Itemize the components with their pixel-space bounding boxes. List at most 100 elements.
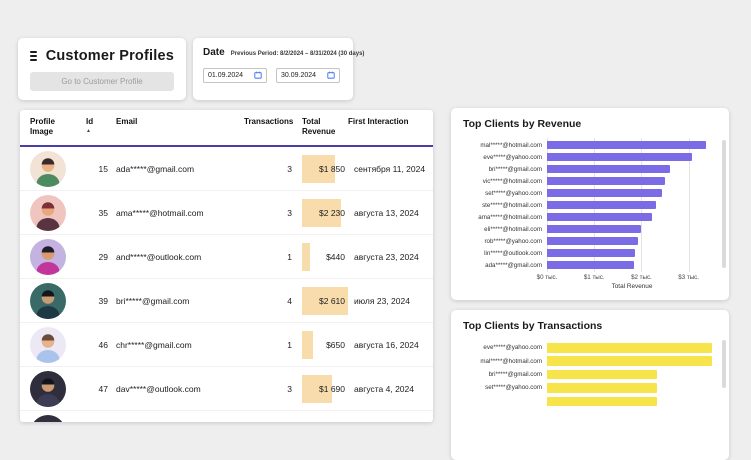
chart-bar[interactable]: [547, 189, 663, 197]
start-date-input[interactable]: 01.09.2024: [203, 68, 267, 83]
date-filter-card: Date Previous Period: 8/2/2024 – 8/31/20…: [193, 38, 364, 100]
chart-plot-area: [547, 341, 717, 354]
column-header[interactable]: Total Revenue: [302, 117, 348, 136]
chart-bar[interactable]: [547, 261, 635, 269]
avatar: [30, 414, 66, 422]
revenue-cell: $1 850: [302, 154, 348, 183]
revenue-value: $1 690: [319, 383, 345, 394]
end-date-input[interactable]: 30.09.2024: [276, 68, 340, 83]
menu-icon[interactable]: [30, 49, 37, 63]
top-clients-by-transactions-card: Top Clients by Transactions eve*****@yah…: [451, 310, 729, 460]
x-axis-tick-label: $2 тыс.: [631, 274, 652, 281]
chart-category-label: ste*****@hotmail.com: [482, 201, 542, 209]
id-cell: 47: [98, 383, 108, 394]
profile-image-cell: [30, 414, 86, 422]
email-cell: chr*****@gmail.com: [116, 339, 192, 350]
gridline: [688, 186, 690, 200]
x-axis: $0 тыс. $1 тыс. $2 тыс. $3 тыс.: [463, 271, 717, 282]
page-title: Customer Profiles: [45, 48, 174, 64]
table-row[interactable]: 46 chr*****@gmail.com 1 $650 августа 16, 202…: [20, 323, 433, 367]
chart-category-label: eli*****@hotmail.com: [484, 225, 542, 233]
avatar: [30, 282, 66, 319]
chart-bar[interactable]: [547, 225, 641, 233]
chart-bar[interactable]: [547, 177, 666, 185]
table-row[interactable]: [20, 411, 433, 422]
chart-plot-area: [547, 222, 717, 236]
title-row: Customer Profiles: [30, 48, 174, 64]
revenue-cell: [302, 419, 348, 423]
axis-spacer: [463, 271, 547, 282]
chart-title: Top Clients by Transactions: [463, 320, 603, 332]
chart-plot-area: [547, 234, 717, 248]
email-cell: dav*****@outlook.com: [116, 383, 201, 394]
revenue-highlight-bar: [302, 154, 335, 183]
column-header[interactable]: Transactions: [244, 117, 302, 127]
table-row[interactable]: 29 and*****@outlook.com 1 $440 августа 23, 2…: [20, 235, 433, 279]
chart-plot-area: [547, 162, 717, 176]
gridline: [641, 258, 643, 272]
column-header[interactable]: First Interaction: [348, 117, 425, 127]
avatar: [30, 194, 66, 231]
date-label: Date: [203, 47, 225, 58]
id-cell: 35: [98, 207, 108, 218]
chart-bar[interactable]: [547, 201, 656, 209]
calendar-icon: [254, 71, 262, 81]
chart-row: eli*****@hotmail.com: [463, 222, 717, 236]
chart-bar[interactable]: [547, 396, 657, 407]
chart-bar[interactable]: [547, 165, 671, 173]
column-header[interactable]: Id ▲: [86, 117, 116, 134]
chart-row: rob*****@yahoo.com: [463, 234, 717, 248]
gridline: [641, 246, 643, 260]
revenue-highlight-bar: [302, 198, 342, 227]
chart-category-label: lin*****@outlook.com: [484, 249, 542, 257]
gridline: [688, 258, 690, 272]
chart-plot-area: [547, 138, 717, 152]
go-to-customer-profile-button[interactable]: Go to Customer Profile: [30, 72, 174, 91]
avatar-illustration: [30, 238, 66, 275]
revenue-value: $2 610: [319, 295, 345, 306]
first-interaction-cell: сентября 11, 2024: [354, 163, 426, 174]
chart-plot-area: [547, 246, 717, 260]
table-row[interactable]: 47 dav*****@outlook.com 3 $1 690 августа 4, …: [20, 367, 433, 411]
chart-title: Top Clients by Revenue: [463, 118, 582, 130]
email-cell: and*****@outlook.com: [116, 251, 202, 262]
revenue-value: $1 850: [319, 163, 345, 174]
chart-bar[interactable]: [547, 213, 653, 221]
avatar: [30, 370, 66, 407]
chart-row: vic*****@hotmail.com: [463, 174, 717, 188]
chart-body: eve*****@yahoo.com mal*****@hotmail.com br…: [463, 341, 717, 408]
chart-category-label: bri*****@gmail.com: [488, 370, 542, 378]
revenue-cell: $2 230: [302, 198, 348, 227]
chart-bar[interactable]: [547, 369, 657, 380]
chart-bar[interactable]: [547, 343, 712, 353]
gridline: [641, 222, 643, 236]
column-header-label: Total Revenue: [302, 117, 336, 136]
chart-bar[interactable]: [547, 249, 636, 257]
start-date-value: 01.09.2024: [208, 72, 244, 79]
chart-bar[interactable]: [547, 153, 693, 161]
chart-bar[interactable]: [547, 383, 657, 393]
chart-bar[interactable]: [547, 237, 638, 245]
x-axis-title-row: Total Revenue: [463, 282, 717, 290]
scrollbar[interactable]: [722, 340, 726, 388]
gridline: [688, 162, 690, 176]
table-row[interactable]: 15 ada*****@gmail.com 3 $1 850 сентября 11, …: [20, 147, 433, 191]
column-header-label: Id: [86, 117, 94, 126]
table-row[interactable]: 35 ama*****@hotmail.com 3 $2 230 августа 13,…: [20, 191, 433, 235]
column-header[interactable]: Profile Image: [30, 117, 86, 136]
chart-plot-area: [547, 368, 717, 381]
chart-category-label: bri*****@gmail.com: [488, 165, 542, 173]
revenue-cell: $1 690: [302, 374, 348, 403]
scrollbar[interactable]: [722, 140, 726, 268]
avatar: [30, 326, 66, 363]
end-date-value: 30.09.2024: [281, 72, 317, 79]
column-header[interactable]: Email: [116, 117, 244, 127]
chart-plot-area: [547, 395, 717, 408]
transactions-cell: 3: [287, 163, 292, 174]
chart-bar[interactable]: [547, 141, 707, 149]
avatar-illustration: [30, 370, 66, 407]
table-row[interactable]: 39 bri*****@gmail.com 4 $2 610 июля 23, 2024: [20, 279, 433, 323]
chart-bar[interactable]: [547, 356, 712, 366]
column-header-label: Transactions: [244, 117, 294, 126]
profile-image-cell: [30, 150, 86, 187]
